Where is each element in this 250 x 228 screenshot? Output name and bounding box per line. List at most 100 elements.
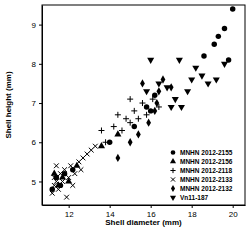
point — [119, 127, 125, 133]
x-tick-label: 20 — [229, 210, 238, 219]
point — [79, 167, 84, 172]
point — [103, 139, 109, 145]
point-symbol — [54, 163, 59, 168]
y-axis-line — [42, 6, 43, 206]
legend-entry: MNHN 2012-2133 — [171, 176, 233, 183]
point — [164, 85, 171, 91]
point-symbol — [70, 183, 75, 188]
point — [205, 81, 212, 87]
point-symbol — [147, 58, 154, 64]
y-tick-label: 9 — [32, 21, 37, 30]
point-symbol — [212, 41, 217, 46]
point — [169, 83, 174, 91]
point-symbol — [150, 96, 156, 102]
point-symbol — [66, 175, 71, 180]
y-tick-label: 7 — [32, 99, 37, 108]
point — [144, 112, 150, 118]
point-symbol — [114, 130, 121, 136]
point — [51, 170, 58, 176]
point-symbol — [132, 124, 137, 129]
x-axis-line — [43, 205, 246, 206]
point-symbol — [222, 26, 227, 31]
point — [64, 195, 69, 200]
point-symbol — [198, 74, 205, 80]
x-axis-title: Shell diameter (mm) — [105, 218, 182, 227]
x-tick-mark — [69, 205, 70, 208]
y-tick-label: 6 — [32, 138, 37, 147]
plot-frame — [42, 5, 245, 205]
point — [131, 108, 137, 114]
y-tick: 7 — [32, 99, 42, 108]
point-symbol — [127, 120, 133, 126]
point — [221, 62, 228, 68]
legend-label: MNHN 2012-2133 — [180, 176, 233, 183]
point-symbol — [192, 66, 199, 72]
point-symbol — [172, 97, 179, 103]
point — [98, 127, 104, 133]
point — [115, 112, 121, 118]
legend-entry: MNHN 2012-2155 — [171, 149, 233, 156]
point-symbol — [169, 83, 174, 91]
point — [140, 79, 145, 87]
legend-label: MNHN 2012-2132 — [180, 185, 233, 192]
point-symbol — [144, 104, 149, 109]
legend-symbol — [170, 168, 175, 173]
point — [62, 167, 67, 172]
point-symbol — [123, 116, 129, 122]
point — [230, 6, 235, 11]
point — [70, 183, 75, 188]
point — [139, 100, 145, 106]
point — [56, 187, 61, 192]
point — [127, 96, 133, 102]
y-tick: 9 — [32, 21, 42, 30]
point-symbol — [143, 89, 150, 95]
point-symbol — [115, 154, 120, 162]
point-symbol — [103, 139, 109, 145]
legend-entry: MNHN 2012-2132 — [171, 185, 233, 192]
legend-marker — [170, 158, 176, 163]
point — [155, 81, 162, 87]
point — [156, 87, 161, 95]
point — [65, 177, 72, 183]
legend-symbol — [171, 150, 176, 155]
point-symbol — [168, 105, 175, 111]
point-symbol — [98, 127, 104, 133]
point — [135, 116, 141, 122]
point — [184, 89, 191, 95]
chart: 121416182056789MNHN 2012-2155MNHN 2012-2… — [0, 0, 250, 228]
legend: MNHN 2012-2155MNHN 2012-2156MNHN 2012-21… — [170, 149, 233, 201]
point — [50, 191, 55, 196]
point-symbol — [111, 124, 117, 130]
series — [115, 75, 173, 162]
legend-label: MNHN 2012-2118 — [180, 167, 232, 174]
legend-label: MNHN 2012-2155 — [180, 149, 233, 156]
x-tick: 12 — [65, 205, 74, 219]
series — [143, 58, 228, 111]
point-symbol — [176, 58, 183, 64]
x-tick: 16 — [147, 205, 156, 219]
legend-label: Vn11-187 — [180, 194, 209, 201]
point — [198, 74, 205, 80]
point-symbol — [119, 127, 125, 133]
point-symbol — [98, 142, 105, 148]
point — [201, 53, 206, 58]
point — [114, 130, 121, 136]
point-symbol — [135, 116, 141, 122]
point — [98, 142, 105, 148]
series — [51, 130, 122, 187]
point-symbol — [115, 112, 121, 118]
point — [146, 119, 151, 127]
x-tick-mark — [192, 205, 193, 208]
point-symbol — [128, 138, 133, 146]
point-symbol — [93, 144, 98, 149]
y-tick: 5 — [32, 178, 42, 187]
point — [128, 138, 133, 146]
x-tick-mark — [233, 205, 234, 208]
point — [178, 105, 185, 111]
legend-marker — [171, 150, 176, 155]
point-symbol — [221, 62, 228, 68]
point-symbol — [178, 105, 185, 111]
x-tick: 18 — [188, 205, 197, 219]
y-axis: 56789 — [32, 6, 43, 206]
point-symbol — [152, 107, 157, 115]
